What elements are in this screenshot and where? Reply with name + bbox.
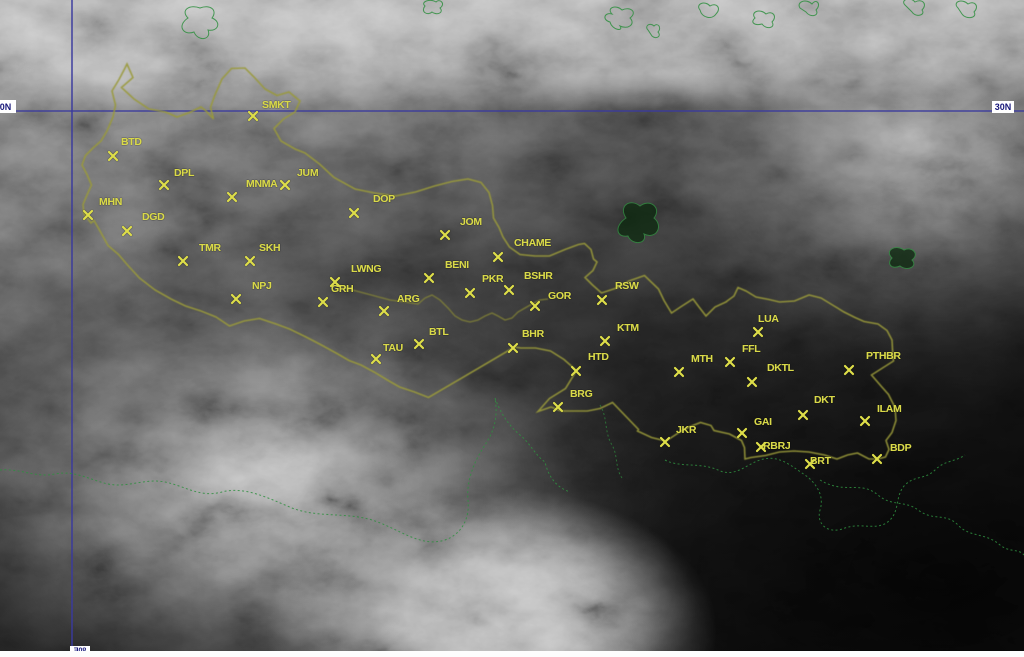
svg-text:DGD: DGD bbox=[142, 211, 165, 223]
svg-text:DPL: DPL bbox=[174, 167, 195, 179]
svg-text:BHR: BHR bbox=[522, 328, 545, 340]
svg-text:PKR: PKR bbox=[482, 273, 504, 285]
svg-text:ARG: ARG bbox=[397, 293, 420, 305]
svg-text:FFL: FFL bbox=[742, 343, 761, 355]
svg-text:RBRJ: RBRJ bbox=[763, 440, 791, 452]
svg-text:HTD: HTD bbox=[588, 351, 609, 363]
svg-text:SMKT: SMKT bbox=[262, 99, 291, 111]
svg-text:JUM: JUM bbox=[297, 167, 319, 179]
svg-text:JKR: JKR bbox=[676, 424, 697, 436]
svg-text:BSHR: BSHR bbox=[524, 270, 553, 282]
svg-text:MTH: MTH bbox=[691, 353, 713, 365]
svg-text:BENI: BENI bbox=[445, 259, 469, 271]
svg-text:30N: 30N bbox=[995, 102, 1012, 112]
svg-text:GOR: GOR bbox=[548, 290, 572, 302]
svg-text:MHN: MHN bbox=[99, 196, 122, 208]
svg-text:BTD: BTD bbox=[121, 136, 142, 148]
svg-text:BTL: BTL bbox=[429, 326, 449, 338]
svg-text:DKT: DKT bbox=[814, 394, 836, 406]
svg-text:GAI: GAI bbox=[754, 416, 772, 428]
svg-text:NPJ: NPJ bbox=[252, 280, 272, 292]
svg-text:LUA: LUA bbox=[758, 313, 779, 325]
svg-text:RSW: RSW bbox=[615, 280, 639, 292]
svg-text:KTM: KTM bbox=[617, 322, 639, 334]
svg-text:DKTL: DKTL bbox=[767, 362, 795, 374]
svg-text:BDP: BDP bbox=[890, 442, 912, 454]
svg-text:MNMA: MNMA bbox=[246, 178, 278, 190]
svg-text:CHAME: CHAME bbox=[514, 237, 551, 249]
svg-text:TAU: TAU bbox=[383, 342, 403, 354]
svg-text:SKH: SKH bbox=[259, 242, 280, 254]
svg-text:30N: 30N bbox=[0, 102, 11, 112]
svg-text:ILAM: ILAM bbox=[877, 403, 902, 415]
svg-text:TMR: TMR bbox=[199, 242, 222, 254]
svg-text:JOM: JOM bbox=[460, 216, 482, 228]
svg-text:DOP: DOP bbox=[373, 193, 395, 205]
svg-text:LWNG: LWNG bbox=[351, 263, 381, 275]
svg-text:BRG: BRG bbox=[570, 388, 593, 400]
svg-text:BRT: BRT bbox=[810, 455, 832, 467]
svg-text:PTHBR: PTHBR bbox=[866, 350, 901, 362]
svg-text:GRH: GRH bbox=[331, 283, 353, 295]
